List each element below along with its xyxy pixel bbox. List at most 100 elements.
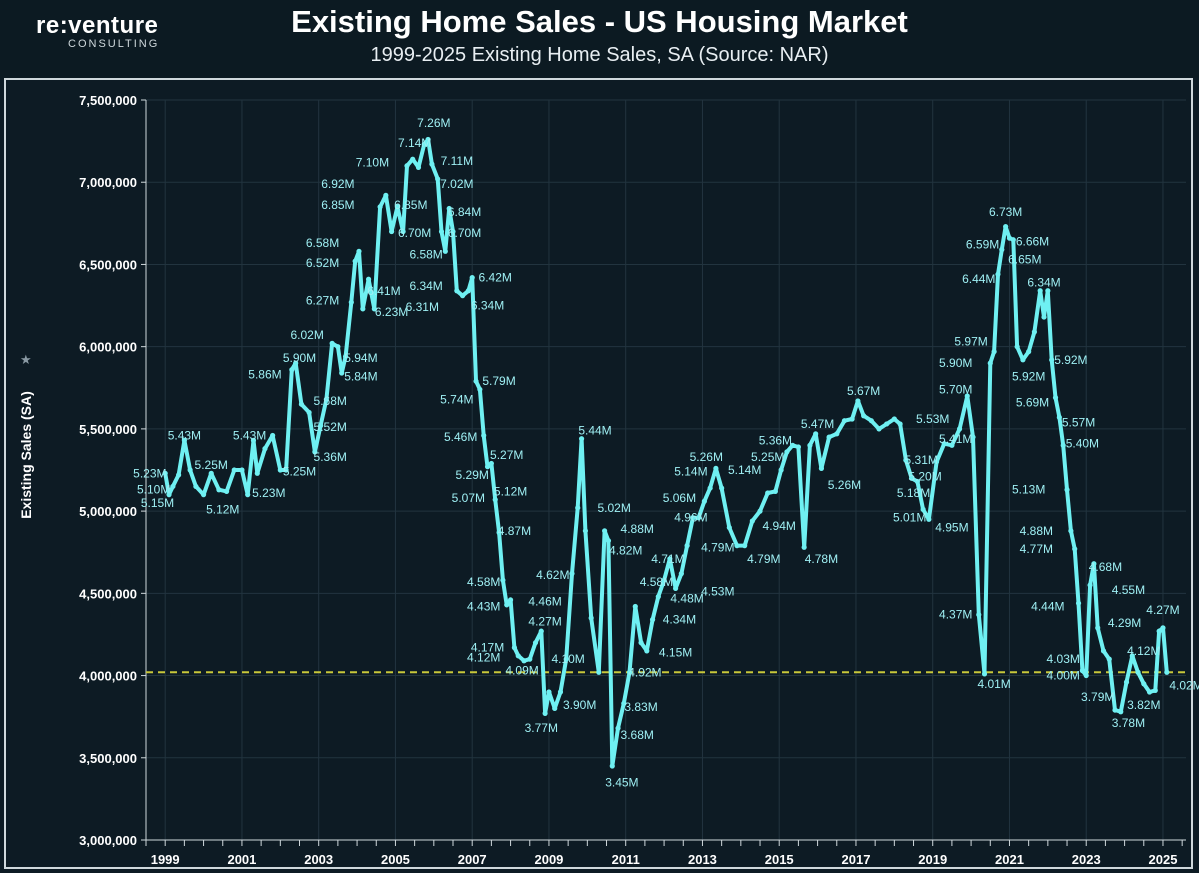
x-tick-label: 2005	[381, 852, 410, 867]
data-label: 4.88M	[621, 522, 654, 536]
data-label: 7.26M	[417, 116, 450, 130]
y-tick-label: 5,000,000	[79, 504, 137, 519]
data-point	[1095, 625, 1101, 631]
data-label: 7.10M	[356, 155, 389, 169]
data-point	[1003, 224, 1009, 230]
data-point	[672, 585, 679, 592]
x-tick-label: 2001	[227, 852, 256, 867]
data-label: 5.53M	[916, 412, 949, 426]
x-tick-label: 2013	[688, 852, 717, 867]
data-point	[538, 628, 544, 634]
data-point	[425, 136, 431, 143]
data-point	[465, 288, 471, 294]
data-label: 5.18M	[897, 486, 930, 500]
data-label: 4.79M	[701, 540, 734, 554]
data-label: 6.70M	[398, 226, 431, 240]
data-point	[578, 436, 585, 442]
data-point	[1056, 414, 1062, 420]
data-point	[1087, 582, 1093, 588]
data-point	[450, 228, 456, 235]
data-point	[454, 288, 460, 294]
data-label: 4.79M	[747, 552, 780, 566]
data-point	[596, 669, 602, 675]
data-label: 4.95M	[935, 521, 968, 535]
data-label: 6.42M	[479, 271, 512, 285]
data-point	[632, 603, 638, 610]
y-tick-label: 4,000,000	[79, 669, 137, 684]
data-label: 4.55M	[1112, 583, 1145, 597]
data-point	[615, 725, 621, 731]
data-point	[389, 228, 395, 235]
data-point	[1064, 487, 1070, 493]
data-label: 5.69M	[1016, 396, 1049, 410]
data-label: 6.58M	[409, 248, 442, 262]
data-label: 6.73M	[989, 205, 1022, 219]
data-point	[914, 478, 920, 485]
data-label: 5.14M	[728, 463, 761, 477]
data-point	[749, 518, 755, 524]
data-point	[181, 437, 187, 443]
data-label: 4.01M	[977, 677, 1010, 691]
data-point	[400, 228, 406, 235]
data-label: 4.88M	[1020, 524, 1053, 538]
data-point	[187, 467, 193, 473]
data-label: 5.31M	[905, 453, 938, 467]
data-point	[582, 528, 589, 534]
data-label: 6.65M	[1008, 253, 1041, 267]
data-point	[884, 421, 890, 427]
data-point	[318, 423, 324, 429]
data-point	[920, 506, 926, 513]
data-point	[834, 431, 840, 437]
data-point	[1060, 442, 1066, 448]
data-label: 4.82M	[609, 544, 642, 558]
data-label: 7.14M	[398, 136, 431, 150]
data-point	[909, 475, 915, 481]
data-point	[1156, 628, 1162, 634]
data-label: 6.58M	[306, 236, 339, 250]
data-point	[1041, 314, 1047, 320]
data-label: 5.14M	[674, 465, 707, 479]
data-label: 5.74M	[440, 392, 473, 406]
data-point	[734, 543, 740, 549]
data-label: 5.26M	[690, 450, 723, 464]
data-label: 6.66M	[1016, 234, 1049, 248]
data-point	[283, 467, 289, 473]
data-point	[1072, 546, 1078, 552]
data-point	[504, 602, 510, 608]
data-point	[1091, 561, 1097, 567]
data-label: 4.44M	[1031, 599, 1064, 613]
data-label: 5.15M	[141, 496, 174, 510]
data-point	[790, 442, 796, 448]
data-point	[377, 204, 383, 210]
data-label: 6.44M	[962, 272, 995, 286]
data-label: 5.97M	[954, 335, 987, 349]
data-point	[223, 488, 230, 494]
pin-icon: ★	[20, 352, 32, 367]
data-point	[826, 434, 832, 440]
data-point	[868, 418, 874, 424]
data-label: 7.11M	[441, 154, 473, 168]
data-label: 4.87M	[498, 524, 531, 538]
data-point	[772, 488, 778, 494]
data-label: 5.43M	[233, 428, 266, 442]
data-point	[239, 467, 245, 473]
data-point	[644, 648, 650, 654]
data-label: 4.46M	[528, 595, 561, 609]
data-point	[719, 485, 725, 491]
x-tick-label: 2009	[534, 852, 563, 867]
data-point	[339, 370, 345, 376]
data-label: 5.13M	[1012, 483, 1045, 497]
logo-subtitle: CONSULTING	[68, 38, 160, 50]
data-label: 5.23M	[252, 486, 285, 500]
y-tick-label: 6,000,000	[79, 340, 137, 355]
data-label: 5.02M	[598, 501, 631, 515]
data-point	[542, 710, 548, 716]
data-point	[511, 645, 518, 651]
data-point	[360, 306, 366, 312]
data-point	[394, 204, 400, 210]
data-point	[801, 544, 807, 550]
x-tick-label: 2007	[458, 852, 487, 867]
data-point	[605, 538, 612, 544]
data-label: 6.23M	[375, 305, 408, 319]
data-point	[1049, 357, 1055, 363]
